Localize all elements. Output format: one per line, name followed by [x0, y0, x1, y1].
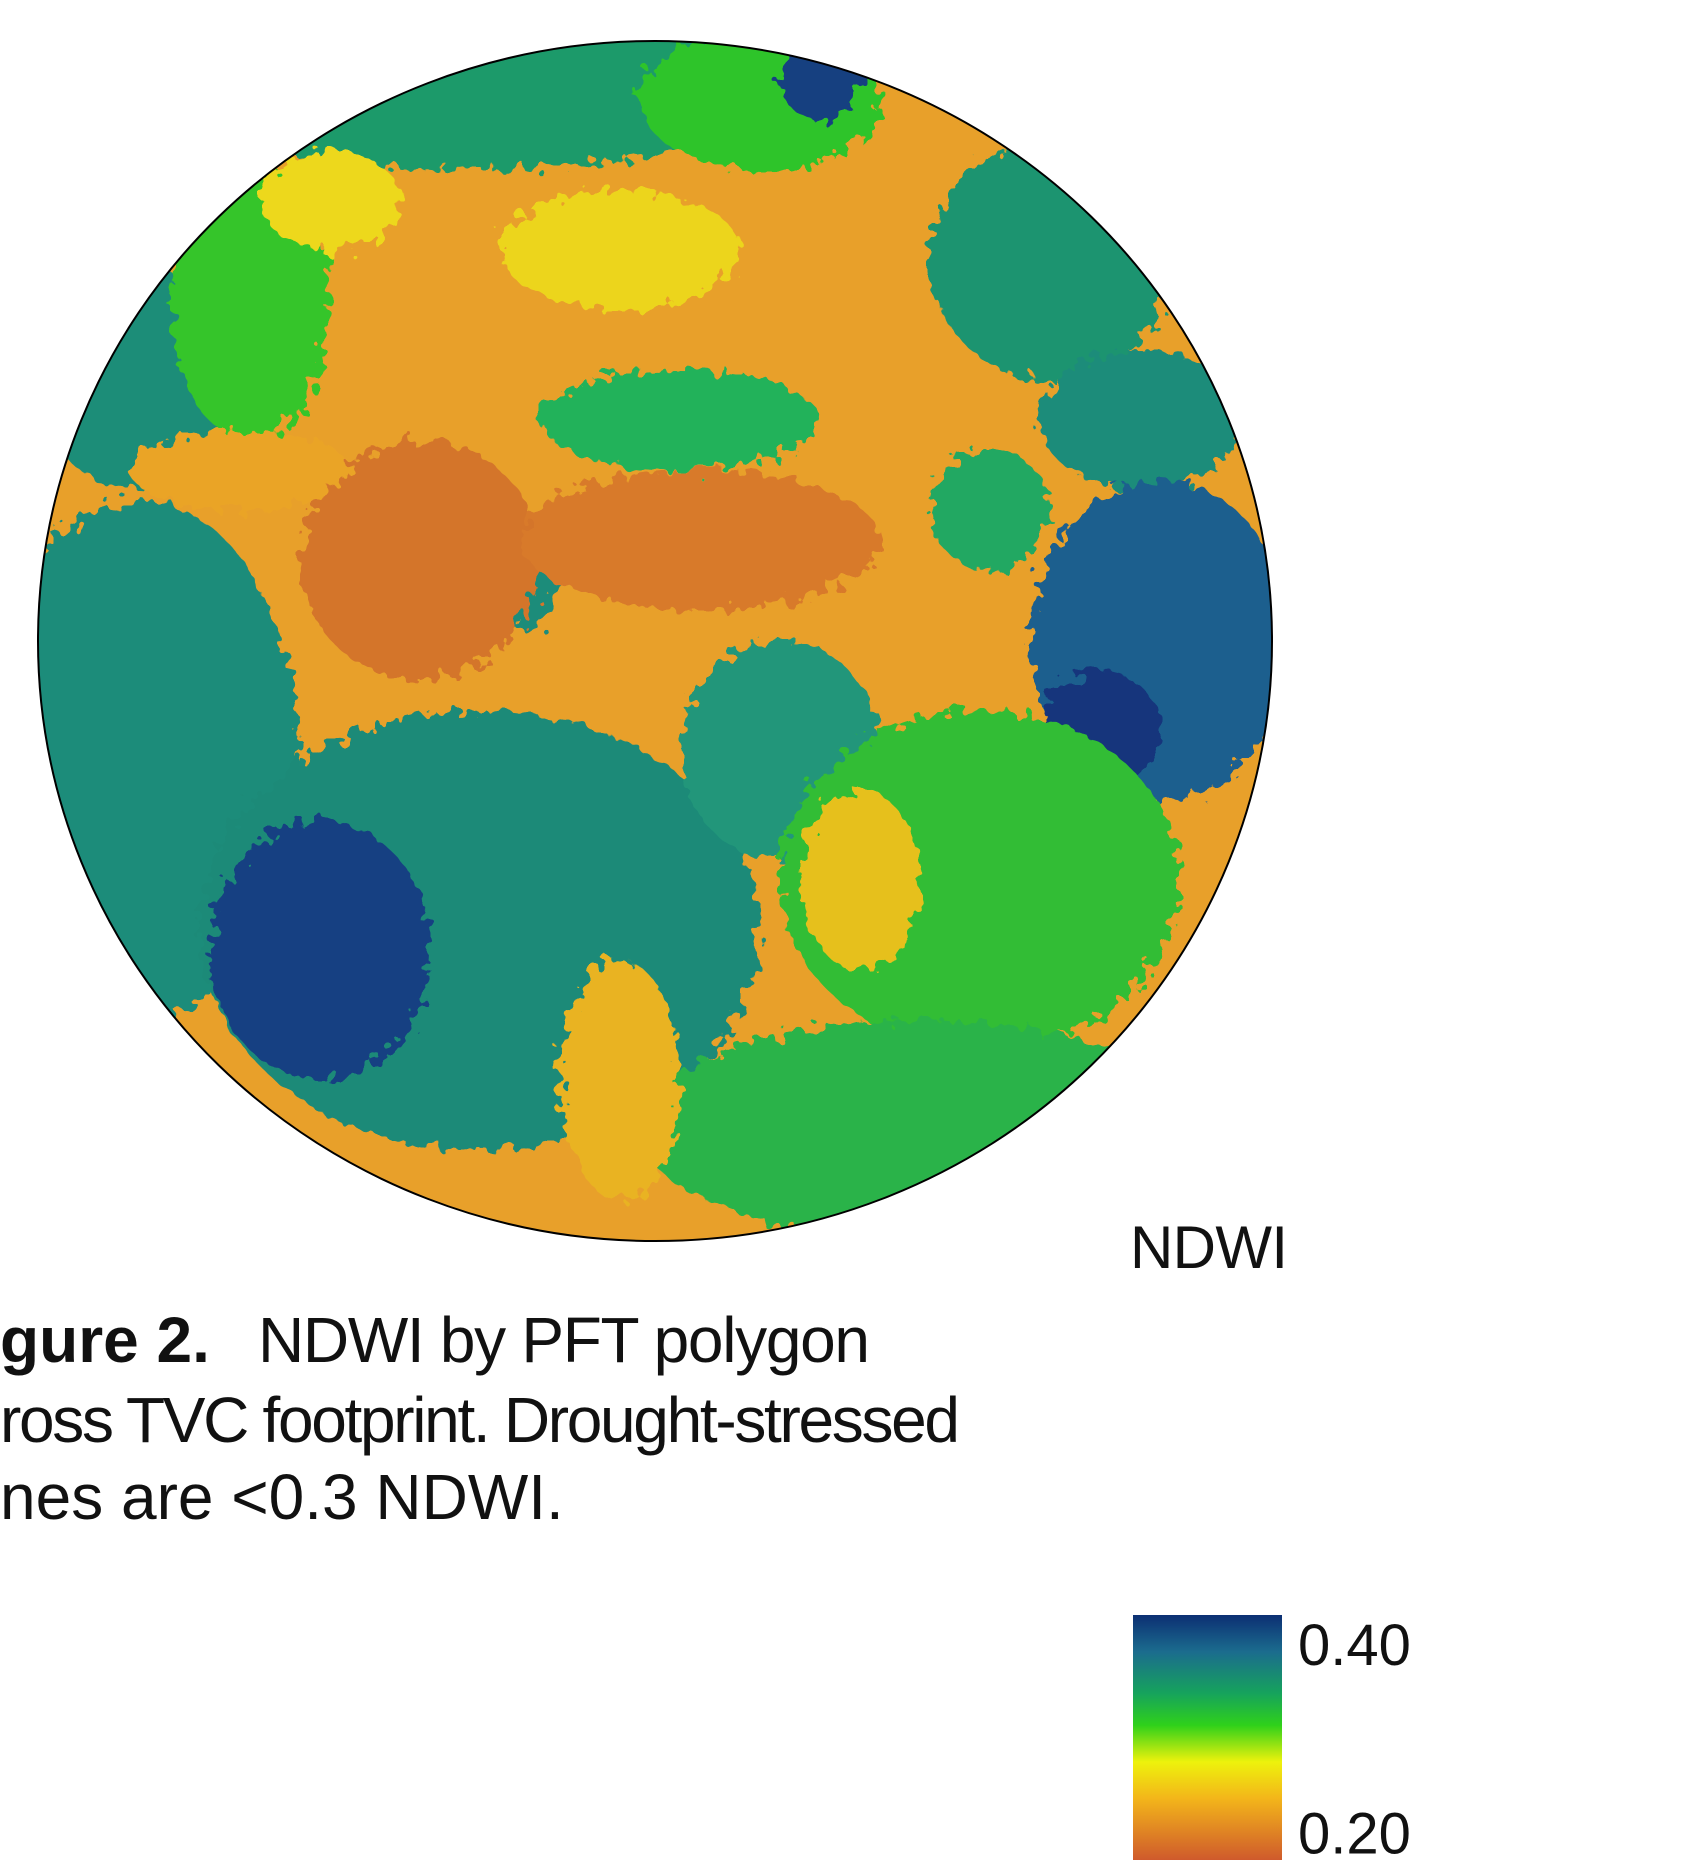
caption-line: ross TVC footprint. Drought-stressed [0, 1384, 960, 1456]
page: gure 2. NDWI by PFT polygon ross TVC foo… [0, 0, 1708, 1860]
tick-label: 0.40 [1298, 1613, 1411, 1678]
ndwi-raster [0, 10, 1290, 1260]
caption-label: gure 2. [0, 1304, 210, 1376]
color-bar [1133, 1615, 1282, 1860]
tick-label: 0.20 [1298, 1802, 1411, 1860]
caption-line: NDWI by PFT polygon [258, 1304, 870, 1376]
caption-line: nes are <0.3 NDWI. [0, 1461, 564, 1533]
figure: gure 2. NDWI by PFT polygon ross TVC foo… [0, 0, 1708, 1860]
legend-title: NDWI [1130, 1214, 1288, 1281]
